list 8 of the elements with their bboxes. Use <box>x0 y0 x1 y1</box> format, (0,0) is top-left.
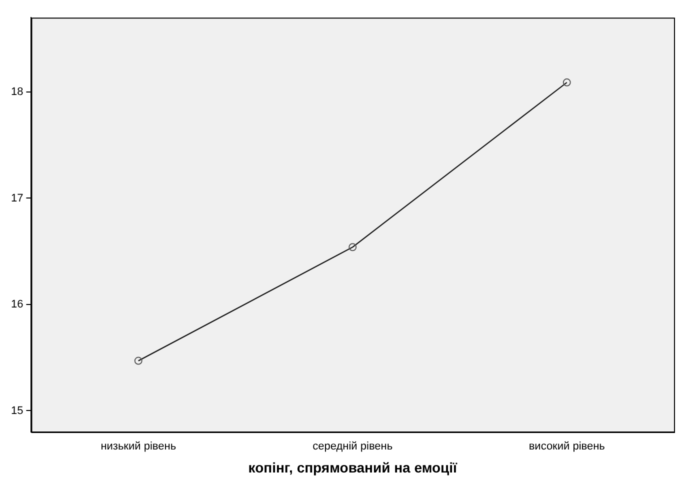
y-tick-label: 18 <box>10 86 24 98</box>
x-tick-label: високий рівень <box>528 440 606 453</box>
x-axis-title: копінг, спрямований на емоції <box>248 459 458 476</box>
y-tick-label: 17 <box>10 192 24 204</box>
y-tick-label: 16 <box>10 298 24 311</box>
x-tick-label: низький рівень <box>100 440 176 453</box>
x-tick-label: середній рівень <box>312 440 393 453</box>
y-tick-label: 15 <box>10 404 24 417</box>
